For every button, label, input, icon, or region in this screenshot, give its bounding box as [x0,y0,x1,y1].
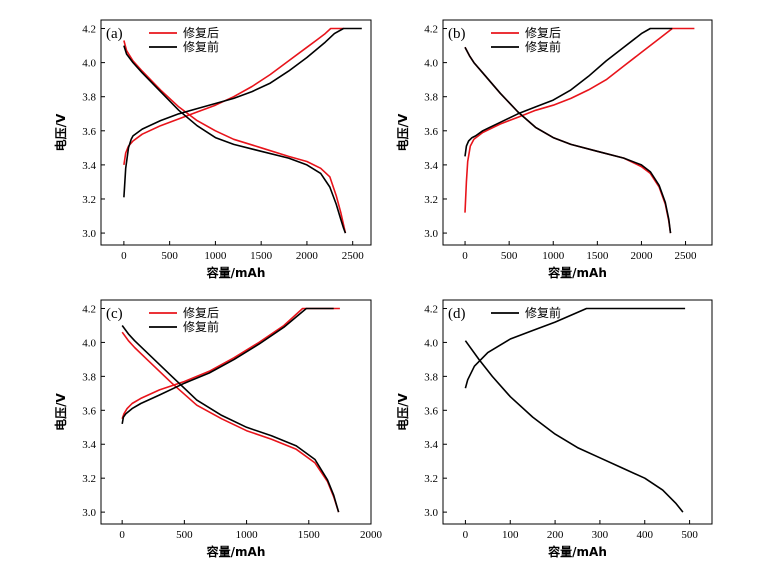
x-tick-label: 1500 [298,529,321,541]
x-axis-label: 容量/mAh [547,265,607,280]
panel-label: (c) [106,306,123,322]
series-line-discharge [123,40,347,234]
plot-frame [100,19,372,246]
y-tick-label: 3.0 [424,507,438,519]
x-tick-label: 0 [121,250,127,262]
y-tick-label: 4.2 [82,24,96,36]
x-tick-label: 100 [502,529,519,541]
series-line-charge [464,307,686,389]
y-tick-label: 4.0 [82,58,96,70]
series-line-discharge [464,46,672,234]
y-axis-label: 电压/V [395,113,410,151]
legend-label: 修复后 [183,305,219,320]
y-tick-label: 3.8 [424,92,438,104]
series-line-discharge [464,46,672,234]
y-tick-label: 3.2 [424,473,438,485]
legend-label: 修复后 [183,25,219,40]
chart-panel-3: 0 500 1000 1500 2000 3.0 3.2 3.4 3.6 3.8 4.0 4.2 容量/… [53,299,383,559]
x-tick-label: 1500 [250,250,273,262]
y-tick-label: 4.2 [424,24,438,36]
y-tick-label: 3.0 [424,228,438,240]
series-line-charge [121,307,334,425]
y-tick-label: 3.4 [82,160,96,172]
series-line-charge [464,27,695,213]
series-line-charge [121,307,340,420]
y-tick-label: 3.4 [424,160,438,172]
y-tick-label: 3.6 [82,405,96,417]
legend-label: 修复前 [183,39,219,54]
panel-label: (b) [448,26,466,42]
x-tick-label: 200 [547,529,564,541]
x-tick-label: 0 [463,529,469,541]
chart-panel-4: 0 100 200 300 400 500 3.0 3.2 3.4 3.6 3.8 4.0 4.2 容量/… [395,299,713,559]
x-tick-label: 2000 [630,250,653,262]
series-line-discharge [464,340,684,513]
chart-panel-1: 0 500 1000 1500 2000 2500 3.0 3.2 3.4 3.6 3.8 4.0 4.… [53,19,372,280]
y-tick-label: 4.0 [82,337,96,349]
plot-frame [442,299,713,525]
x-tick-label: 300 [592,529,609,541]
x-tick-label: 2000 [296,250,319,262]
x-tick-label: 500 [681,529,698,541]
x-tick-label: 1000 [236,529,259,541]
x-tick-label: 2000 [360,529,383,541]
y-tick-label: 3.4 [424,439,438,451]
series-line-discharge [121,325,340,513]
x-tick-label: 1000 [204,250,227,262]
legend-label: 修复前 [525,305,561,320]
panel-label: (a) [106,26,123,42]
y-tick-label: 3.0 [82,507,96,519]
y-tick-label: 3.8 [82,92,96,104]
y-axis-label: 电压/V [53,392,68,430]
y-axis-label: 电压/V [53,113,68,151]
y-tick-label: 3.2 [424,194,438,206]
y-axis-label: 电压/V [395,392,410,430]
series-line-charge [123,27,362,198]
x-tick-label: 0 [462,250,468,262]
y-tick-label: 4.0 [424,337,438,349]
legend-label: 修复前 [525,39,561,54]
legend-label: 修复前 [183,319,219,334]
series-line-discharge [121,331,340,513]
plot-frame [100,299,372,525]
x-tick-label: 400 [637,529,654,541]
y-tick-label: 3.8 [82,371,96,383]
legend-label: 修复后 [525,25,561,40]
y-tick-label: 4.2 [82,303,96,315]
y-tick-label: 3.6 [424,405,438,417]
x-tick-label: 500 [161,250,178,262]
series-line-discharge [123,45,347,234]
x-tick-label: 500 [501,250,518,262]
y-tick-label: 4.0 [424,58,438,70]
x-axis-label: 容量/mAh [547,544,607,559]
y-tick-label: 3.6 [82,126,96,138]
x-tick-label: 2500 [675,250,698,262]
y-tick-label: 3.6 [424,126,438,138]
x-tick-label: 500 [176,529,193,541]
x-axis-label: 容量/mAh [206,265,266,280]
series-line-charge [464,27,673,157]
panel-label: (d) [448,306,466,322]
x-tick-label: 1000 [542,250,565,262]
chart-panel-2: 0 500 1000 1500 2000 2500 3.0 3.2 3.4 3.6 3.8 4.0 4.… [395,19,713,280]
x-tick-label: 1500 [586,250,609,262]
x-axis-label: 容量/mAh [206,544,266,559]
plot-frame [442,19,713,246]
y-tick-label: 4.2 [424,303,438,315]
y-tick-label: 3.2 [82,194,96,206]
y-tick-label: 3.4 [82,439,96,451]
x-tick-label: 0 [119,529,125,541]
x-tick-label: 2500 [342,250,365,262]
y-tick-label: 3.8 [424,371,438,383]
y-tick-label: 3.2 [82,473,96,485]
y-tick-label: 3.0 [82,228,96,240]
